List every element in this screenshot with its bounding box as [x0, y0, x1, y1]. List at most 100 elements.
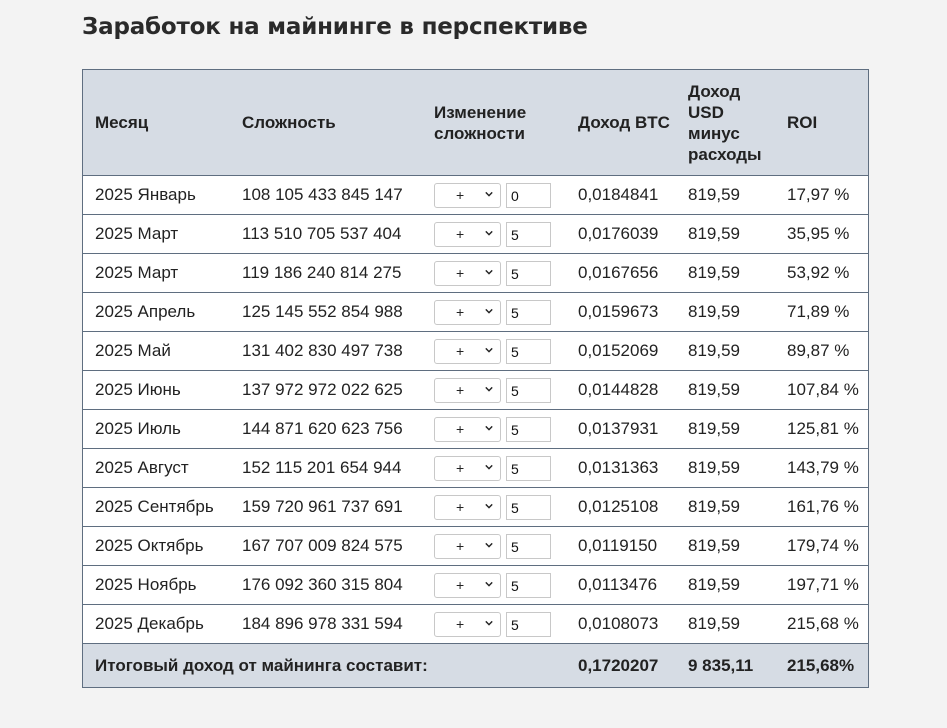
difficulty-cell: 119 186 240 814 275 — [230, 253, 422, 293]
usd-cell: 819,59 — [676, 448, 775, 488]
difficulty-cell: 176 092 360 315 804 — [230, 565, 422, 605]
roi-cell: 71,89 % — [775, 292, 869, 332]
change-percent-input[interactable] — [506, 299, 551, 325]
usd-cell: 819,59 — [676, 331, 775, 371]
usd-cell: 819,59 — [676, 526, 775, 566]
total-btc: 0,1720207 — [566, 643, 676, 688]
month-cell: 2025 Январь — [82, 175, 230, 215]
change-percent-input[interactable] — [506, 338, 551, 364]
difficulty-cell: 152 115 201 654 944 — [230, 448, 422, 488]
roi-cell: 179,74 % — [775, 526, 869, 566]
usd-cell: 819,59 — [676, 487, 775, 527]
change-sign-value: + — [456, 186, 465, 203]
change-cell: + — [422, 214, 566, 254]
btc-cell: 0,0144828 — [566, 370, 676, 410]
difficulty-cell: 108 105 433 845 147 — [230, 175, 422, 215]
difficulty-cell: 113 510 705 537 404 — [230, 214, 422, 254]
chevron-down-icon — [485, 425, 493, 431]
change-sign-value: + — [456, 342, 465, 359]
usd-cell: 819,59 — [676, 175, 775, 215]
change-cell: + — [422, 487, 566, 527]
usd-cell: 819,59 — [676, 292, 775, 332]
difficulty-change-controls: + — [434, 338, 566, 364]
change-cell: + — [422, 370, 566, 410]
month-cell: 2025 Ноябрь — [82, 565, 230, 605]
change-sign-value: + — [456, 498, 465, 515]
btc-cell: 0,0108073 — [566, 604, 676, 644]
mining-forecast-table: Месяц Сложность Изменение сложности Дохо… — [82, 69, 869, 688]
chevron-down-icon — [485, 308, 493, 314]
change-sign-select[interactable]: + — [434, 377, 501, 403]
change-percent-input[interactable] — [506, 182, 551, 208]
usd-cell: 819,59 — [676, 565, 775, 605]
change-percent-input[interactable] — [506, 533, 551, 559]
difficulty-change-controls: + — [434, 299, 566, 325]
change-cell: + — [422, 604, 566, 644]
month-cell: 2025 Апрель — [82, 292, 230, 332]
btc-cell: 0,0125108 — [566, 487, 676, 527]
chevron-down-icon — [485, 191, 493, 197]
change-percent-input[interactable] — [506, 455, 551, 481]
change-sign-select[interactable]: + — [434, 338, 501, 364]
roi-cell: 125,81 % — [775, 409, 869, 449]
roi-cell: 215,68 % — [775, 604, 869, 644]
difficulty-cell: 137 972 972 022 625 — [230, 370, 422, 410]
month-cell: 2025 Октябрь — [82, 526, 230, 566]
change-sign-value: + — [456, 420, 465, 437]
change-sign-select[interactable]: + — [434, 572, 501, 598]
roi-cell: 107,84 % — [775, 370, 869, 410]
change-percent-input[interactable] — [506, 377, 551, 403]
change-percent-input[interactable] — [506, 221, 551, 247]
difficulty-cell: 125 145 552 854 988 — [230, 292, 422, 332]
roi-cell: 35,95 % — [775, 214, 869, 254]
btc-cell: 0,0176039 — [566, 214, 676, 254]
month-cell: 2025 Март — [82, 253, 230, 293]
header-roi: ROI — [775, 69, 869, 176]
change-percent-input[interactable] — [506, 416, 551, 442]
difficulty-change-controls: + — [434, 377, 566, 403]
total-roi: 215,68% — [775, 643, 869, 688]
change-percent-input[interactable] — [506, 572, 551, 598]
change-sign-select[interactable]: + — [434, 416, 501, 442]
change-sign-select[interactable]: + — [434, 494, 501, 520]
month-cell: 2025 Июль — [82, 409, 230, 449]
difficulty-change-controls: + — [434, 533, 566, 559]
month-cell: 2025 Июнь — [82, 370, 230, 410]
change-cell: + — [422, 292, 566, 332]
chevron-down-icon — [485, 230, 493, 236]
change-cell: + — [422, 331, 566, 371]
change-cell: + — [422, 253, 566, 293]
change-sign-select[interactable]: + — [434, 182, 501, 208]
change-percent-input[interactable] — [506, 494, 551, 520]
difficulty-change-controls: + — [434, 416, 566, 442]
change-percent-input[interactable] — [506, 260, 551, 286]
difficulty-change-controls: + — [434, 221, 566, 247]
change-sign-select[interactable]: + — [434, 611, 501, 637]
change-sign-select[interactable]: + — [434, 533, 501, 559]
chevron-down-icon — [485, 581, 493, 587]
month-cell: 2025 Май — [82, 331, 230, 371]
change-sign-select[interactable]: + — [434, 260, 501, 286]
change-cell: + — [422, 565, 566, 605]
difficulty-cell: 167 707 009 824 575 — [230, 526, 422, 566]
header-change: Изменение сложности — [422, 69, 566, 176]
month-cell: 2025 Декабрь — [82, 604, 230, 644]
change-sign-select[interactable]: + — [434, 299, 501, 325]
btc-cell: 0,0152069 — [566, 331, 676, 371]
change-sign-select[interactable]: + — [434, 221, 501, 247]
change-sign-select[interactable]: + — [434, 455, 501, 481]
change-percent-input[interactable] — [506, 611, 551, 637]
change-cell: + — [422, 448, 566, 488]
chevron-down-icon — [485, 464, 493, 470]
change-sign-value: + — [456, 381, 465, 398]
roi-cell: 17,97 % — [775, 175, 869, 215]
header-difficulty: Сложность — [230, 69, 422, 176]
month-cell: 2025 Август — [82, 448, 230, 488]
